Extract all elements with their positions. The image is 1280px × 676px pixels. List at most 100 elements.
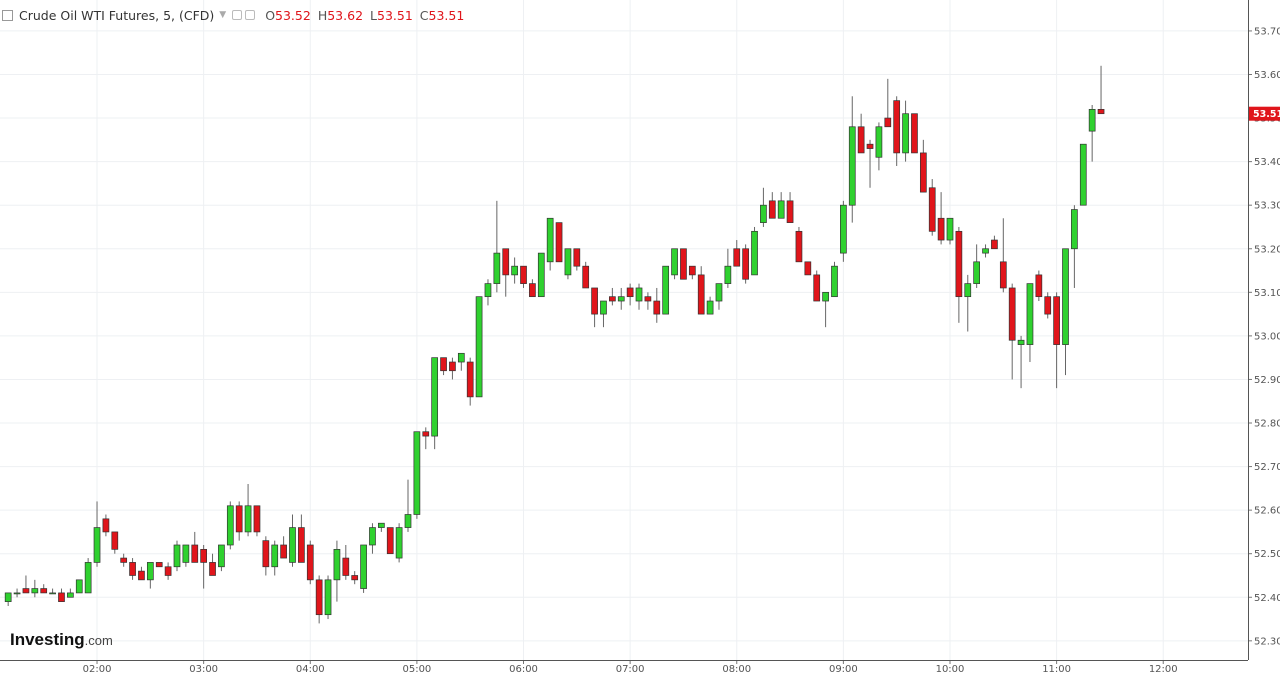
legend-label: L xyxy=(370,7,377,23)
ohlc-legend: O53.52 H53.62 L53.51 C53.51 xyxy=(258,8,464,23)
candle-body xyxy=(928,187,936,232)
y-tick-label: 52.50 xyxy=(1254,549,1280,560)
x-tick-label: 05:00 xyxy=(402,664,431,675)
candle-body xyxy=(751,230,758,276)
candle-body xyxy=(298,527,305,563)
candle-body xyxy=(635,287,643,302)
legend-label: H xyxy=(317,7,328,23)
candle-body xyxy=(1035,274,1043,298)
candle-body xyxy=(31,588,39,594)
candle-body xyxy=(680,248,687,280)
candle-body xyxy=(742,248,749,280)
candle-body xyxy=(22,588,30,594)
x-tick-label: 10:00 xyxy=(936,664,965,675)
legend-value: 53.52 xyxy=(275,7,311,23)
candle-body xyxy=(306,544,314,581)
candle-body xyxy=(1017,339,1025,345)
candle-body xyxy=(1079,143,1087,206)
visibility-icon[interactable] xyxy=(245,10,256,20)
candle-body xyxy=(502,248,510,276)
candle-body xyxy=(573,248,581,267)
x-tick-label: 06:00 xyxy=(509,664,538,675)
y-tick-label: 52.90 xyxy=(1254,375,1280,386)
x-tick-label: 08:00 xyxy=(722,664,751,675)
candle-body xyxy=(875,126,883,158)
x-tick-label: 03:00 xyxy=(189,664,218,675)
candle-body xyxy=(351,575,359,581)
candle-body xyxy=(200,548,207,563)
candle-body xyxy=(138,570,145,581)
candle-body xyxy=(893,100,901,154)
candle-body xyxy=(813,274,821,302)
y-tick-label: 52.80 xyxy=(1254,419,1280,430)
chart-title: Crude Oil WTI Futures, 5, (CFD) xyxy=(19,7,215,23)
candle-body xyxy=(644,296,652,302)
dropdown-caret[interactable]: ▼ xyxy=(219,10,227,20)
candle-body xyxy=(697,274,705,315)
candle-body xyxy=(386,527,394,555)
candle-body xyxy=(120,557,128,563)
y-tick-label: 52.40 xyxy=(1254,593,1280,604)
candle-body xyxy=(67,592,74,598)
candle-body xyxy=(662,265,670,315)
candle-body xyxy=(111,531,119,550)
candle-body xyxy=(1026,283,1034,345)
candle-body xyxy=(218,544,225,568)
candle-body xyxy=(884,117,892,128)
y-tick-label: 52.30 xyxy=(1254,636,1280,647)
candle-body xyxy=(209,562,216,576)
candle-body xyxy=(4,592,12,602)
candle-body xyxy=(360,544,367,589)
legend-value: 53.62 xyxy=(327,7,364,23)
candle-body xyxy=(182,544,190,563)
candle-body xyxy=(795,230,803,263)
candle-body xyxy=(13,592,21,595)
candle-body xyxy=(164,566,172,576)
candle-body xyxy=(457,352,465,363)
candle-body xyxy=(475,296,483,398)
y-tick-label: 53.00 xyxy=(1254,331,1280,342)
candle-body xyxy=(449,361,456,372)
candle-body xyxy=(857,126,865,154)
y-tick-label: 53.60 xyxy=(1254,70,1280,81)
candle-body xyxy=(848,126,856,206)
candle-body xyxy=(146,562,154,581)
x-tick-label: 11:00 xyxy=(1042,664,1071,675)
candle-body xyxy=(226,505,234,546)
candle-body xyxy=(235,505,243,533)
candle-body xyxy=(982,248,989,254)
y-tick-label: 53.10 xyxy=(1254,288,1280,299)
candle-body xyxy=(999,261,1007,289)
candle-body xyxy=(333,548,341,581)
y-tick-label: 53.40 xyxy=(1254,157,1280,168)
candle-body xyxy=(58,592,65,602)
candle-body xyxy=(84,562,92,594)
candle-body xyxy=(973,261,980,284)
candle-body xyxy=(733,248,741,267)
candle-body xyxy=(760,204,767,223)
candle-body xyxy=(955,230,963,298)
candle-body xyxy=(546,217,554,263)
candle-body xyxy=(706,300,714,315)
candle-body xyxy=(591,287,598,315)
candle-body xyxy=(786,200,794,223)
candle-body xyxy=(377,522,385,528)
settings-icon[interactable] xyxy=(232,10,243,20)
y-tick-label: 53.20 xyxy=(1254,244,1280,255)
candle-body xyxy=(840,204,847,254)
candle-body xyxy=(129,562,136,576)
candle-body xyxy=(173,544,181,568)
menu-icon[interactable] xyxy=(2,9,13,21)
legend-label: C xyxy=(419,7,429,23)
candle-body xyxy=(600,300,607,315)
chart-header: Crude Oil WTI Futures, 5, (CFD) ▼ O53.52… xyxy=(2,6,464,24)
candle-body xyxy=(493,252,501,284)
candle-body xyxy=(395,527,403,559)
candle-body xyxy=(40,588,48,594)
candle-body xyxy=(555,222,563,263)
candle-body xyxy=(529,283,536,298)
candle-body xyxy=(582,265,590,289)
watermark-domain: .com xyxy=(85,633,113,648)
candle-body xyxy=(609,296,616,302)
candle-body xyxy=(280,544,287,559)
